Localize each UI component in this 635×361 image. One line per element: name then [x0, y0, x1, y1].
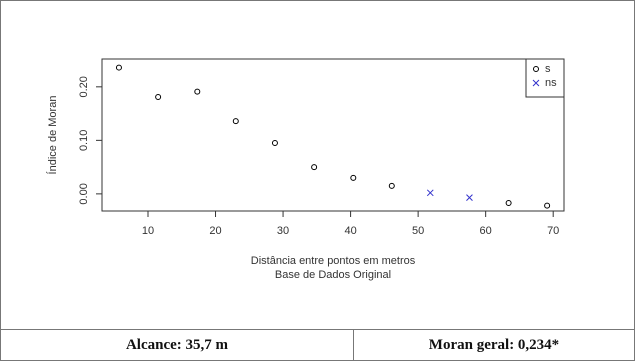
chart: Distância entre pontos em metros Base de…: [46, 58, 565, 281]
x-tick-label: 50: [412, 225, 424, 237]
table-cell: Alcance: 35,7 m: [1, 329, 354, 360]
y-tick-label: 0.10: [78, 130, 90, 151]
y-axis-label: Índice de Moran: [46, 96, 59, 175]
point: [544, 202, 551, 209]
legend-box: [525, 58, 565, 98]
x-tick-label: 20: [209, 225, 221, 237]
point: [311, 164, 318, 171]
x-tick-label: 70: [547, 225, 559, 237]
point: [271, 140, 278, 147]
x-tick-label: 40: [344, 225, 356, 237]
table-cell: Moran geral: 0,234*: [354, 329, 634, 360]
point: [426, 189, 434, 197]
plot-frame: [101, 58, 565, 212]
subtitle: Base de Dados Original: [275, 269, 391, 281]
point: [232, 118, 239, 125]
x-axis-label: Distância entre pontos em metros: [251, 255, 416, 267]
legend-label: s: [545, 63, 551, 75]
point: [155, 94, 162, 100]
point: [388, 182, 395, 189]
point: [466, 194, 473, 201]
x-tick-label: 30: [277, 225, 289, 237]
point: [194, 88, 201, 95]
x-tick-label: 10: [142, 225, 154, 237]
legend-marker: [532, 79, 540, 87]
legend-label: ns: [545, 77, 557, 89]
x-tick-label: 60: [480, 225, 492, 237]
y-tick-label: 0.20: [78, 76, 90, 97]
point: [115, 64, 122, 71]
point: [350, 174, 357, 181]
y-tick-label: 0.00: [78, 183, 90, 204]
point: [505, 199, 512, 206]
legend-marker: [533, 66, 539, 72]
